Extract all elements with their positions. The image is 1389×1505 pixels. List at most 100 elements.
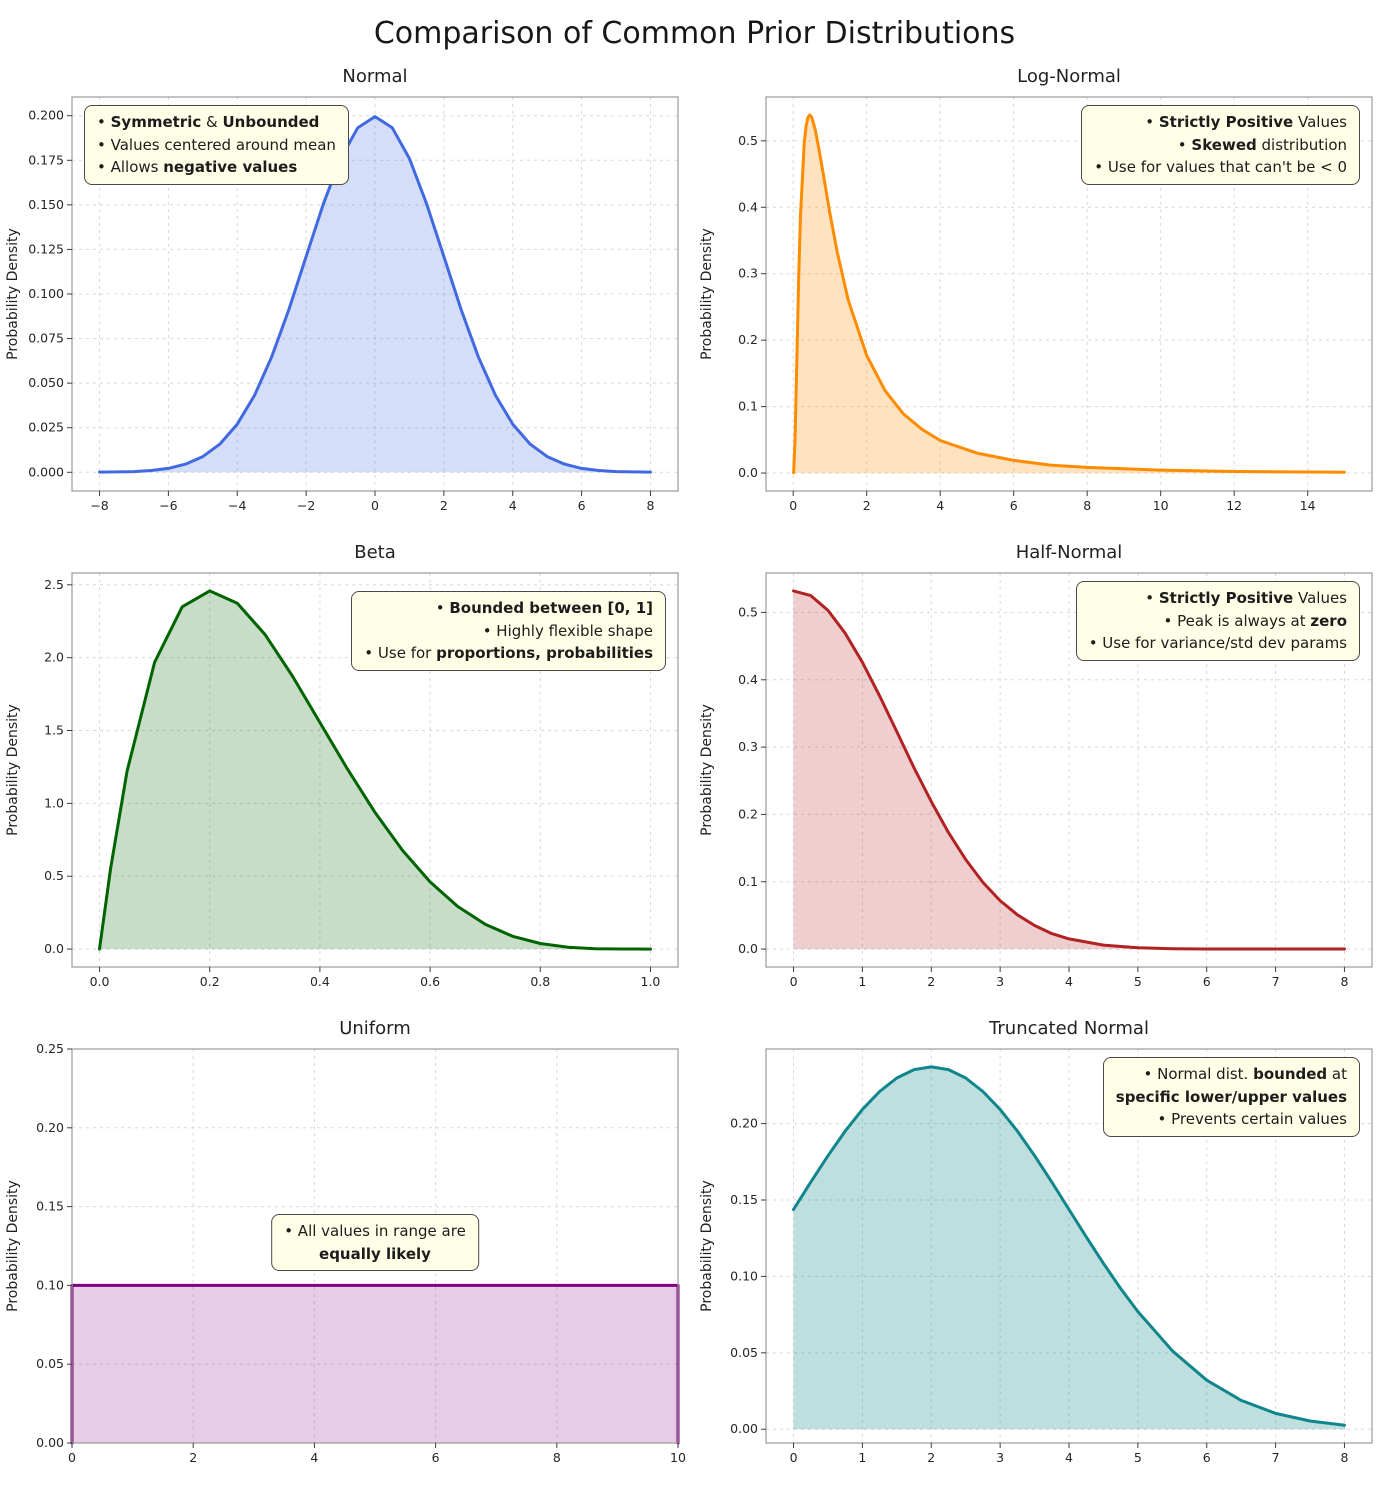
halfnormal-title: Half-Normal (1016, 542, 1123, 563)
x-tick-label: 0 (68, 1450, 76, 1465)
beta-curve (98, 589, 652, 951)
y-tick-label: 0.10 (730, 1268, 758, 1283)
x-tick-label: 6 (1203, 1450, 1211, 1465)
x-tick-label: 6 (578, 498, 586, 513)
page-title: Comparison of Common Prior Distributions (373, 16, 1016, 51)
x-tick-label: 6 (1203, 974, 1211, 989)
x-tick-label: −8 (90, 498, 108, 513)
x-tick-label: 5 (1134, 1450, 1142, 1465)
annotation-line: • Strictly Positive Values (1145, 113, 1347, 131)
x-tick-label: 4 (936, 498, 944, 513)
y-tick-label: 0.5 (44, 868, 64, 883)
annotation-line: • Use for variance/std dev params (1088, 634, 1347, 652)
x-tick-label: 2 (863, 498, 871, 513)
annotation-line: • Values centered around mean (97, 135, 336, 154)
x-tick-label: 7 (1272, 1450, 1280, 1465)
y-tick-label: 0.0 (44, 941, 64, 956)
x-tick-label: 8 (1340, 1450, 1348, 1465)
y-tick-label: 0.200 (28, 108, 64, 123)
y-tick-label: 1.5 (44, 723, 64, 738)
y-tick-label: 0.3 (738, 266, 758, 281)
annotation-line: • Strictly Positive Values (1145, 589, 1347, 607)
y-tick-label: 0.100 (28, 286, 64, 301)
halfnormal-annotation-box: • Strictly Positive Values • Peak is alwa… (1075, 581, 1360, 661)
chart-cell-normal: −8 −6 −4 −2 0 2 4 6 8 0.000 0.025 0.050 0.075 0.100 0.… (0, 55, 694, 531)
annotation-line: • All values in range are (284, 1222, 466, 1241)
truncnormal-ylabel: Probability Density (699, 1180, 715, 1312)
x-tick-label: 1 (858, 1450, 866, 1465)
y-tick-label: 0.075 (28, 331, 64, 346)
x-tick-label: −2 (297, 498, 315, 513)
x-tick-label: 4 (1065, 974, 1073, 989)
uniform-plot: 0 2 4 6 8 10 0.00 0.05 0.10 0.15 0.20 0.25 Uniform Pr… (5, 1018, 686, 1465)
y-tick-label: 0.20 (730, 1116, 758, 1131)
beta-area-fill (99, 590, 651, 950)
y-tick-label: 0.175 (28, 152, 64, 167)
annotation-line: • Allows negative values (97, 158, 298, 176)
y-tick-label: 0.4 (738, 199, 758, 214)
annotation-line: • Peak is always at zero (1163, 611, 1347, 630)
x-tick-label: −4 (228, 498, 246, 513)
x-tick-label: 14 (1300, 498, 1316, 513)
y-tick-label: 0.5 (738, 133, 758, 148)
chart-cell-lognormal: 0 2 4 6 8 10 12 14 0.0 0.1 0.2 0.3 0.4 0.5 Log-Normal P… (694, 55, 1388, 531)
y-tick-label: 0.1 (738, 874, 758, 889)
chart-cell-halfnormal: 0 1 2 3 4 5 6 7 8 0.0 0.1 0.2 0.3 0.4 0.5 Half-Normal Pr… (694, 531, 1388, 1007)
halfnormal-area-fill (793, 590, 1345, 950)
x-tick-label: 4 (310, 1450, 318, 1465)
lognormal-curve (792, 113, 1346, 475)
y-tick-label: 2.0 (44, 650, 64, 665)
lognormal-ylabel: Probability Density (699, 228, 715, 360)
y-tick-label: 0.125 (28, 241, 64, 256)
beta-annotation-box: • Bounded between [0, 1] • Highly flexibl… (351, 591, 666, 671)
x-tick-label: −6 (159, 498, 177, 513)
x-tick-label: 2 (927, 974, 935, 989)
x-tick-label: 2 (440, 498, 448, 513)
x-tick-label: 0.2 (200, 974, 220, 989)
x-tick-label: 0.0 (90, 974, 110, 989)
y-tick-label: 0.4 (738, 672, 758, 687)
charts-grid: −8 −6 −4 −2 0 2 4 6 8 0.000 0.025 0.050 0.075 0.100 0.… (0, 55, 1388, 1483)
uniform-title: Uniform (339, 1018, 411, 1039)
annotation-line: • Skewed distribution (1177, 135, 1347, 154)
x-tick-label: 12 (1226, 498, 1242, 513)
y-tick-label: 0.15 (36, 1199, 64, 1214)
y-tick-label: 0.05 (730, 1345, 758, 1360)
y-tick-label: 0.20 (36, 1120, 64, 1135)
y-tick-label: 2.5 (44, 577, 64, 592)
y-tick-label: 0.00 (36, 1435, 64, 1450)
lognormal-axes-frame (765, 96, 1373, 492)
normal-curve (98, 115, 652, 474)
y-tick-label: 0.00 (730, 1421, 758, 1436)
truncnormal-annotation-box: • Normal dist. bounded at specific lower/… (1102, 1057, 1360, 1137)
halfnormal-curve (792, 589, 1346, 951)
y-tick-label: 0.15 (730, 1192, 758, 1207)
lognormal-annotation-box: • Strictly Positive Values • Skewed distr… (1081, 105, 1360, 185)
y-tick-label: 0.1 (738, 399, 758, 414)
x-tick-label: 7 (1272, 974, 1280, 989)
beta-title: Beta (354, 542, 396, 563)
truncnormal-title: Truncated Normal (988, 1018, 1149, 1039)
truncnormal-curve (792, 1065, 1346, 1427)
x-tick-label: 0 (790, 1450, 798, 1465)
x-tick-label: 2 (189, 1450, 197, 1465)
x-tick-label: 0.4 (310, 974, 330, 989)
uniform-axes-frame (71, 1048, 679, 1444)
x-tick-label: 3 (996, 1450, 1004, 1465)
normal-title: Normal (342, 66, 407, 87)
y-tick-label: 0.0 (738, 941, 758, 956)
x-tick-label: 8 (1340, 974, 1348, 989)
y-tick-label: 0.10 (36, 1277, 64, 1292)
x-tick-label: 3 (996, 974, 1004, 989)
chart-cell-beta: 0.0 0.2 0.4 0.6 0.8 1.0 0.0 0.5 1.0 1.5 2.0 2.5 Beta… (0, 531, 694, 1007)
x-tick-label: 6 (432, 1450, 440, 1465)
annotation-line: specific lower/upper values (1115, 1087, 1347, 1106)
y-tick-label: 0.2 (738, 332, 758, 347)
y-tick-label: 0.25 (36, 1041, 64, 1056)
annotation-line: • Symmetric & Unbounded (97, 113, 320, 131)
x-tick-label: 10 (1153, 498, 1169, 513)
uniform-ylabel: Probability Density (5, 1180, 21, 1312)
annotation-line: • Highly flexible shape (482, 621, 653, 640)
y-tick-label: 1.0 (44, 795, 64, 810)
y-tick-label: 0.150 (28, 197, 64, 212)
